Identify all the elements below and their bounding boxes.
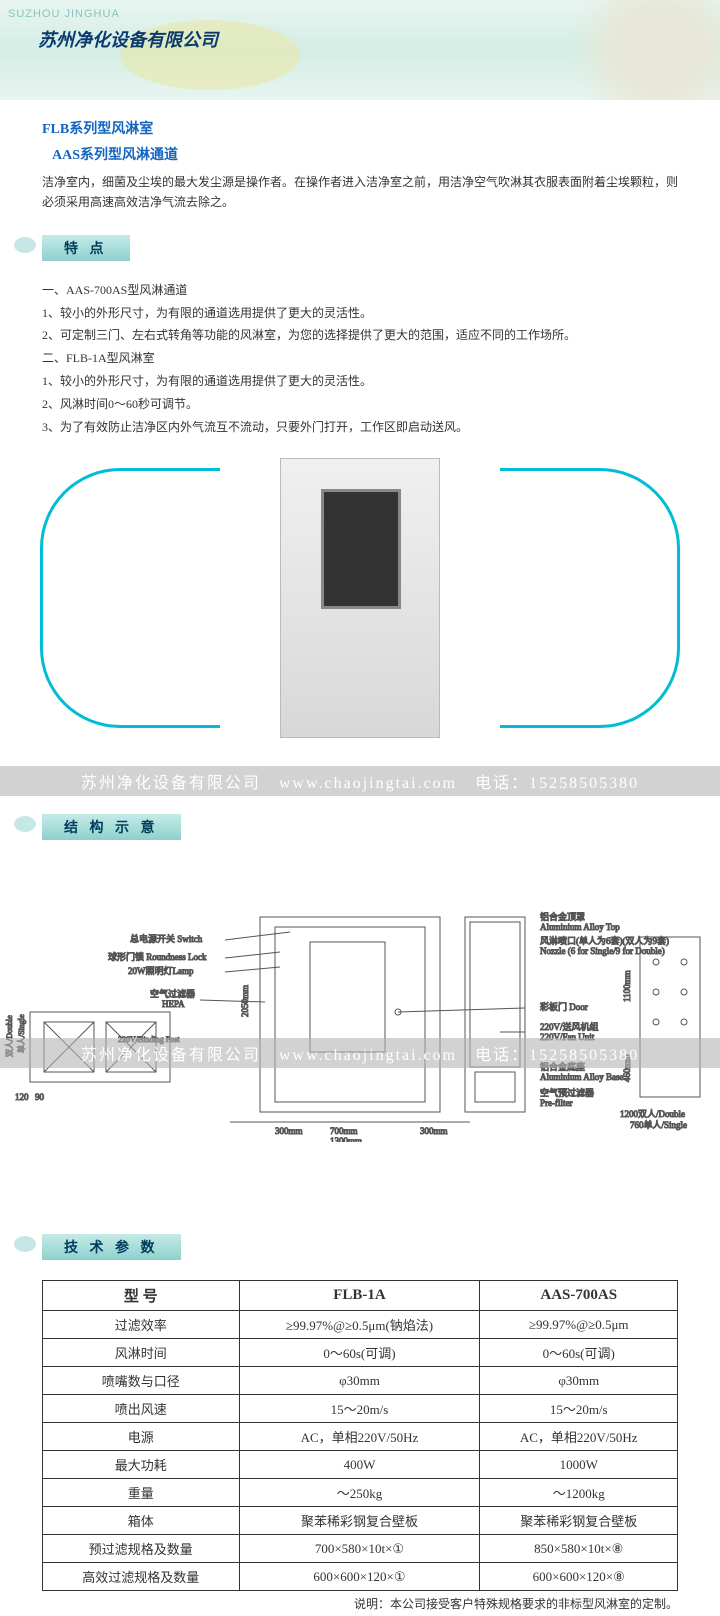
- feature-item: 3、为了有效防止洁净区内外气流互不流动，只要外门打开，工作区即启动送风。: [42, 416, 678, 439]
- svg-text:球形门锁 Roundness Lock: 球形门锁 Roundness Lock: [108, 951, 207, 962]
- spec-header: FLB-1A: [239, 1281, 480, 1311]
- svg-text:Aluminium Alloy Top: Aluminium Alloy Top: [540, 922, 620, 932]
- svg-text:120: 120: [15, 1092, 29, 1102]
- intro-text: 洁净室内，细菌及尘埃的最大发尘源是操作者。在操作者进入洁净室之前，用洁净空气吹淋…: [42, 172, 678, 213]
- svg-text:Aluminium Alloy Base: Aluminium Alloy Base: [540, 1072, 624, 1082]
- brand-en: SUZHOU JINGHUA: [8, 8, 120, 20]
- spec-table: 型 号 FLB-1A AAS-700AS 过滤效率≥99.97%@≥0.5μm(…: [42, 1280, 678, 1591]
- feature-item: 2、可定制三门、左右式转角等功能的风淋室，为您的选择提供了更大的范围，适应不同的…: [42, 324, 678, 347]
- header-banner: SUZHOU JINGHUA 苏州净化设备有限公司: [0, 0, 720, 100]
- note: 说明：本公司接受客户特殊规格要求的非标型风淋室的定制。: [0, 1591, 720, 1616]
- svg-text:760单人/Single: 760单人/Single: [630, 1119, 687, 1130]
- svg-text:300mm: 300mm: [275, 1126, 303, 1136]
- watermark-1: 苏州净化设备有限公司 www.chaojingtai.com 电话：152585…: [0, 766, 720, 796]
- features-tag: 特 点: [42, 235, 130, 261]
- svg-text:Nozzle (6 for Single/9 for Dou: Nozzle (6 for Single/9 for Double): [540, 946, 665, 956]
- product-image: [280, 458, 440, 738]
- title-main: FLB系列型风淋室: [42, 118, 678, 138]
- brand-cn: 苏州净化设备有限公司: [38, 26, 218, 52]
- svg-text:总电源开关 Switch: 总电源开关 Switch: [130, 933, 203, 944]
- svg-text:空气预过滤器: 空气预过滤器: [540, 1087, 594, 1098]
- svg-text:300mm: 300mm: [420, 1126, 448, 1136]
- structure-diagram: 双人/Double 单人/Single 120 90 300mm 700mm 3…: [0, 882, 720, 1142]
- svg-text:HEPA: HEPA: [162, 999, 185, 1009]
- feature-item: 一、AAS-700AS型风淋通道: [42, 279, 678, 302]
- feature-item: 2、风淋时间0～60秒可调节。: [42, 393, 678, 416]
- svg-text:彩板门 Door: 彩板门 Door: [540, 1001, 588, 1012]
- tech-tag: 技 术 参 数: [42, 1234, 181, 1260]
- svg-text:铝合金顶罩: 铝合金顶罩: [540, 911, 585, 922]
- feature-item: 1、较小的外形尺寸，为有限的通道选用提供了更大的灵活性。: [42, 302, 678, 325]
- watermark-2: 苏州净化设备有限公司 www.chaojingtai.com 电话：152585…: [0, 1038, 720, 1068]
- title-sub: AAS系列型风淋通道: [52, 144, 678, 164]
- svg-text:空气过滤器: 空气过滤器: [150, 988, 195, 999]
- feature-item: 二、FLB-1A型风淋室: [42, 347, 678, 370]
- svg-text:1200双人/Double: 1200双人/Double: [620, 1109, 685, 1119]
- structure-tag: 结 构 示 意: [42, 814, 181, 840]
- svg-text:90: 90: [35, 1092, 45, 1102]
- svg-text:20W照明灯Lamp: 20W照明灯Lamp: [128, 966, 194, 976]
- svg-text:1100mm: 1100mm: [622, 971, 632, 1003]
- feature-list: 一、AAS-700AS型风淋通道 1、较小的外形尺寸，为有限的通道选用提供了更大…: [42, 279, 678, 439]
- svg-text:1300mm: 1300mm: [330, 1136, 362, 1142]
- svg-text:220V/送风机组: 220V/送风机组: [540, 1021, 599, 1032]
- product-frame: [50, 458, 670, 738]
- spec-header: 型 号: [43, 1281, 240, 1311]
- spec-header: AAS-700AS: [480, 1281, 678, 1311]
- feature-item: 1、较小的外形尺寸，为有限的通道选用提供了更大的灵活性。: [42, 370, 678, 393]
- svg-text:Pre-filter: Pre-filter: [540, 1098, 572, 1108]
- svg-text:700mm: 700mm: [330, 1126, 358, 1136]
